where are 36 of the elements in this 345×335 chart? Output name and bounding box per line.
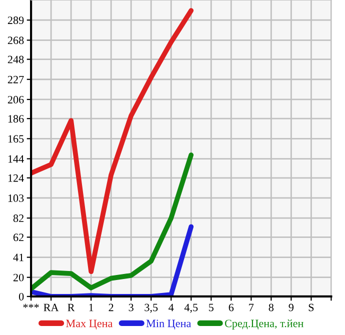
x-tick-label: S <box>308 304 314 312</box>
y-tick-label: 206 <box>8 96 24 104</box>
y-tick-label: 289 <box>8 16 24 24</box>
x-tick-label: 3 <box>128 304 134 312</box>
x-tick-label: 8 <box>268 304 274 312</box>
x-tick-label: 4,5 <box>184 304 198 313</box>
y-tick-label: 186 <box>8 115 24 123</box>
y-tick-label: 20 <box>13 274 24 282</box>
y-tick-label: 165 <box>8 135 24 143</box>
x-tick-label: RA <box>44 304 59 312</box>
line-series <box>31 8 194 274</box>
x-tick-label: 4 <box>168 304 174 312</box>
legend-label: Max Цена <box>66 320 113 330</box>
y-tick-label: 268 <box>8 36 24 44</box>
x-tick-label: 3,5 <box>144 304 158 313</box>
x-tick-label: 5 <box>209 304 214 312</box>
x-tick-label: 1 <box>89 304 94 312</box>
legend-label: Min Цена <box>146 320 192 330</box>
line-series <box>31 224 194 296</box>
y-tick-label: 144 <box>8 155 24 163</box>
x-tick-label: *** <box>23 304 39 308</box>
x-tick-label: R <box>68 304 75 312</box>
x-tick-label: 9 <box>288 304 294 312</box>
y-tick-label: 0 <box>18 292 24 300</box>
y-tick-label: 248 <box>8 56 24 64</box>
line-series <box>31 152 194 292</box>
x-tick-label: 6 <box>228 304 234 312</box>
y-tick-label: 124 <box>8 174 24 182</box>
y-tick-label: 103 <box>8 194 24 202</box>
y-tick-label: 227 <box>8 76 24 84</box>
y-tick-label: 62 <box>13 234 24 242</box>
y-tick-label: 82 <box>13 214 24 222</box>
x-tick-label: 7 <box>249 304 254 312</box>
y-tick-label: 41 <box>13 254 24 262</box>
x-tick-label: 2 <box>108 304 114 312</box>
legend-label: Сред.Цена, т.йен <box>224 319 304 330</box>
